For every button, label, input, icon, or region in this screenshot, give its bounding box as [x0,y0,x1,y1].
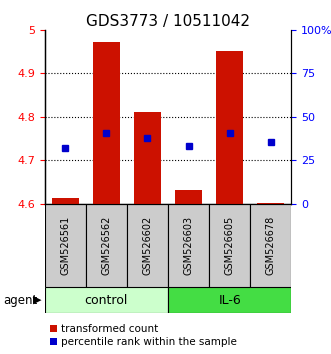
Text: GSM526603: GSM526603 [183,216,194,275]
Text: GSM526562: GSM526562 [101,216,111,275]
Bar [45,287,168,313]
Bar [168,204,209,287]
Text: GSM526561: GSM526561 [60,216,70,275]
Bar [216,51,243,204]
Bar [93,42,120,204]
Bar [134,112,161,204]
Bar [127,204,168,287]
Text: GSM526678: GSM526678 [266,216,276,275]
Text: GSM526602: GSM526602 [142,216,153,275]
Text: ▶: ▶ [33,295,42,305]
Text: GSM526605: GSM526605 [225,216,235,275]
Text: IL-6: IL-6 [218,293,241,307]
Bar [168,287,291,313]
Text: agent: agent [3,293,37,307]
Bar [250,204,291,287]
Bar [209,204,250,287]
Text: control: control [85,293,128,307]
Bar [45,204,86,287]
Bar [52,198,78,204]
Bar [175,190,202,204]
Title: GDS3773 / 10511042: GDS3773 / 10511042 [86,14,250,29]
Bar [86,204,127,287]
Legend: transformed count, percentile rank within the sample: transformed count, percentile rank withi… [50,324,237,347]
Bar [258,203,284,204]
